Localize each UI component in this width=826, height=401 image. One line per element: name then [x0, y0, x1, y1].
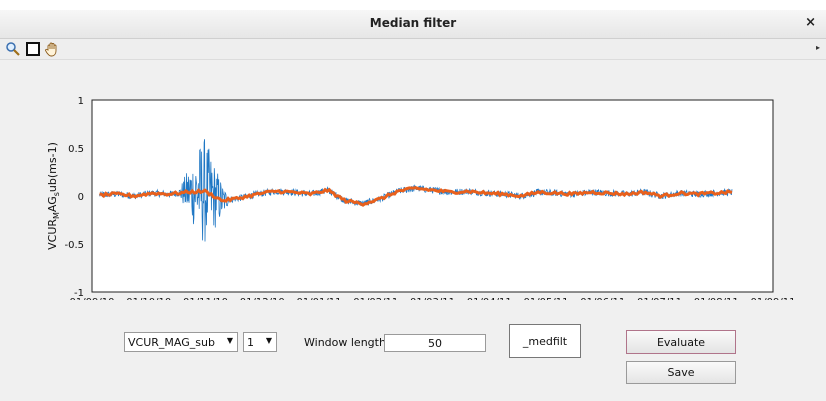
x-tick-label: 01/09/11	[751, 297, 796, 300]
x-tick-label: 01/07/11	[637, 297, 682, 300]
variable-select-value: VCUR_MAG_sub	[128, 335, 215, 349]
index-select[interactable]: 1 ▼	[243, 332, 277, 352]
index-select-value: 1	[247, 335, 254, 349]
x-tick-label: 01/02/11	[353, 297, 398, 300]
y-axis-label: VCURMAGsub(ms-1)	[46, 142, 61, 250]
x-tick-label: 01/11/10	[183, 297, 228, 300]
window-length-label: Window length	[304, 336, 386, 349]
y-tick-label: -1	[74, 288, 84, 299]
chart: -1 -0.5 0 0.5 1 01/09/10 01/10/10 01/11/10 01/1…	[46, 96, 796, 300]
y-tick-label: -0.5	[64, 240, 84, 251]
x-tick-label: 01/12/10	[240, 297, 285, 300]
rectangle-select-icon[interactable]	[25, 41, 41, 57]
chevron-down-icon: ▼	[265, 336, 272, 345]
chevron-down-icon: ▼	[226, 336, 233, 345]
zoom-icon[interactable]	[5, 41, 21, 57]
close-button[interactable]: ×	[805, 15, 816, 30]
x-tick-label: 01/08/11	[694, 297, 739, 300]
toolbar-overflow-icon[interactable]: ▸	[815, 43, 820, 52]
title-bar: Median filter ×	[0, 10, 826, 39]
x-tick-label: 01/06/11	[580, 297, 625, 300]
y-tick-label: 1	[78, 96, 84, 107]
x-tick-label: 01/03/11	[410, 297, 455, 300]
x-tick-label: 01/09/10	[70, 297, 115, 300]
window-title: Median filter	[369, 16, 457, 30]
x-tick-label: 01/10/10	[126, 297, 171, 300]
pan-hand-icon[interactable]	[44, 41, 60, 57]
x-tick-label: 01/05/11	[524, 297, 569, 300]
filtered-series-line	[99, 186, 733, 207]
suffix-field[interactable]: _medfilt	[509, 324, 581, 358]
x-tick-label: 01/04/11	[467, 297, 512, 300]
x-tick-label: 01/01/11	[297, 297, 342, 300]
y-tick-label: 0	[78, 192, 84, 203]
figure-area: -1 -0.5 0 0.5 1 01/09/10 01/10/10 01/11/10 01/1…	[0, 60, 826, 401]
save-button[interactable]: Save	[626, 361, 736, 384]
variable-select[interactable]: VCUR_MAG_sub ▼	[124, 332, 238, 352]
window-length-input[interactable]: 50	[384, 334, 486, 352]
evaluate-button[interactable]: Evaluate	[626, 330, 736, 354]
y-tick-label: 0.5	[68, 144, 84, 155]
figure-toolbar: ▸	[0, 39, 826, 60]
